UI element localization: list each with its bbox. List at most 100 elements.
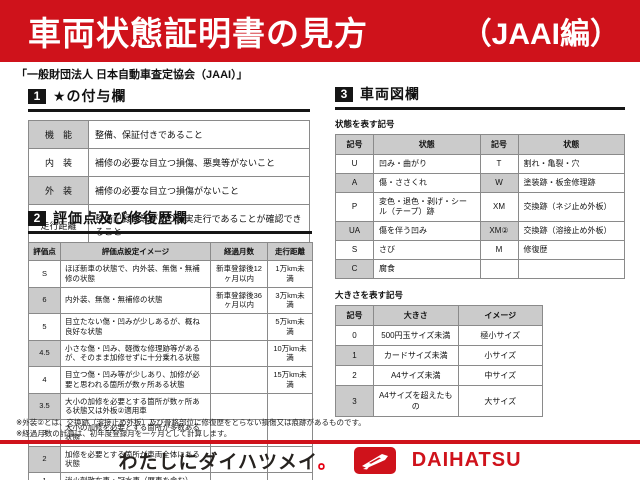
table-row: UA 傷を伴う凹み XM② 交換跡（溶接止め外板） [335, 221, 625, 241]
col-header: 記号 [335, 305, 374, 326]
score-cell: 4.5 [28, 339, 61, 367]
table-row: 0 500円玉サイズ未満 極小サイズ [335, 325, 543, 346]
table-row: 4 目立つ傷・凹み等が少しあり、加修が必要と思われる箇所が数ヶ所ある状態 15万… [28, 366, 313, 394]
col-header: 経過月数 [210, 242, 268, 261]
months-cell [210, 366, 268, 394]
table-row: A 傷・ささくれ W 塗装跡・板金修理跡 [335, 173, 625, 193]
row-desc: 整備、保証付きであること [88, 120, 310, 149]
size-symbols-label: 大きさを表す記号 [335, 290, 404, 300]
symbol-cell: T [479, 154, 519, 174]
state-cell: 修復歴 [517, 240, 625, 260]
section-star-grant: 1 ★の付与欄 機 能 整備、保証付きであること 内 装 補修の必要な目立つ損傷… [28, 86, 310, 246]
symbol-cell: XM [479, 192, 519, 222]
distance-cell [267, 445, 313, 473]
symbol-cell: XM② [479, 221, 519, 241]
table-header-row: 記号 状態 記号 状態 [335, 134, 625, 155]
size-cell: カードサイズ未満 [373, 345, 459, 366]
table-row: 1 カードサイズ未満 小サイズ [335, 345, 543, 366]
distance-cell [267, 472, 313, 480]
symbol-cell: 1 [335, 345, 374, 366]
table-header-row: 評価点 評価点設定イメージ 経過月数 走行距離 [28, 242, 313, 261]
daihatsu-brand-name: DAIHATSU [411, 449, 522, 471]
state-cell: 交換跡（溶接止め外板） [517, 221, 625, 241]
table-row: U 凹み・曲がり T 割れ・亀裂・穴 [335, 154, 625, 174]
table-row: 3.5 大小の加修を必要とする箇所が数ヶ所ある状態又は外板②適用車 [28, 392, 313, 420]
score-cell: 5 [28, 313, 61, 341]
table-row: C 腐食 [335, 259, 625, 279]
symbol-cell [479, 259, 519, 279]
symbol-cell: A [335, 173, 374, 193]
state-symbols-label: 状態を表す記号 [335, 119, 395, 129]
desc-cell: 目立つ傷・凹み等が少しあり、加修が必要と思われる箇所が数ヶ所ある状態 [60, 366, 211, 394]
section-evaluation-history: 2 評価点及び修復歴欄 評価点 評価点設定イメージ 経過月数 走行距離 S ほぼ… [28, 208, 313, 480]
table-row: 外 装 補修の必要な目立つ損傷がないこと [28, 176, 310, 205]
title-banner: 車両状態証明書の見方 （JAAI編） [0, 0, 640, 62]
section2-header: 2 評価点及び修復歴欄 [28, 208, 312, 234]
desc-cell: 内外装、無傷・無補修の状態 [60, 286, 211, 314]
state-cell: 変色・退色・剥げ・シール（テープ）跡 [373, 192, 481, 222]
symbol-cell: 2 [335, 365, 374, 386]
section3-title: 車両図欄 [360, 86, 420, 102]
star-grant-table: 機 能 整備、保証付きであること 内 装 補修の必要な目立つ損傷、悪臭等がないこ… [28, 120, 310, 246]
col-header: 状態 [373, 134, 481, 155]
symbol-cell: S [335, 240, 374, 260]
col-header: 評価点設定イメージ [60, 242, 211, 261]
image-cell: 極小サイズ [457, 325, 543, 346]
desc-cell: 目立たない傷・凹みが少しあるが、概ね良好な状態 [60, 313, 211, 341]
table-row: S ほぼ新車の状態で、内外装、無傷・無補修の状態 新車登録後12ヶ月以内 1万k… [28, 260, 313, 288]
state-cell: 凹み・曲がり [373, 154, 481, 174]
state-cell: 傷・ささくれ [373, 173, 481, 193]
score-cell: 3.5 [28, 392, 61, 420]
table-row: 4.5 小さな傷・凹み、軽微な修理跡等があるが、そのまま加修せずに十分乗れる状態… [28, 339, 313, 367]
col-header: 状態 [517, 134, 625, 155]
table-row: 2 A4サイズ未満 中サイズ [335, 365, 543, 386]
distance-cell: 3万km未満 [267, 286, 313, 314]
image-cell: 中サイズ [457, 365, 543, 386]
red-divider [0, 440, 640, 444]
section3-header: 3 車両図欄 [335, 84, 625, 110]
symbol-cell: M [479, 240, 519, 260]
daihatsu-slogan: わたしにダイハツメイ。 [118, 452, 338, 473]
section2-number-badge: 2 [28, 210, 46, 226]
organization-subtitle: 「一般財団法人 日本自動車査定協会（JAAI）」 [16, 69, 248, 81]
page-title: 車両状態証明書の見方 [28, 15, 368, 52]
table-row: 機 能 整備、保証付きであること [28, 120, 310, 149]
distance-cell: 10万km未満 [267, 339, 313, 367]
table-row: 3 A4サイズを超えたもの 大サイズ [335, 385, 543, 417]
symbol-cell: C [335, 259, 374, 279]
section-vehicle-diagram: 3 車両図欄 状態を表す記号 記号 状態 記号 状態 U 凹み・曲がり T 割れ… [335, 84, 625, 417]
section2-title: 評価点及び修復歴欄 [53, 210, 188, 226]
table-row: 2 加修を必要とする箇所が車両全体にある状態 [28, 445, 313, 473]
months-cell [210, 445, 268, 473]
table-row: 5 目立たない傷・凹みが少しあるが、概ね良好な状態 5万km未満 [28, 313, 313, 341]
col-header: 大きさ [373, 305, 459, 326]
table-row: 内 装 補修の必要な目立つ損傷、悪臭等がないこと [28, 148, 310, 177]
row-desc: 補修の必要な目立つ損傷、悪臭等がないこと [88, 148, 310, 177]
symbol-cell: W [479, 173, 519, 193]
months-cell: 新車登録後12ヶ月以内 [210, 260, 268, 288]
desc-cell: ほぼ新車の状態で、内外装、無傷・無補修の状態 [60, 260, 211, 288]
state-cell [517, 259, 625, 279]
desc-cell: 小さな傷・凹み、軽微な修理跡等があるが、そのまま加修せずに十分乗れる状態 [60, 339, 211, 367]
col-header: イメージ [457, 305, 543, 326]
row-desc: 補修の必要な目立つ損傷がないこと [88, 176, 310, 205]
row-label: 外 装 [28, 176, 89, 205]
state-symbols-table: 記号 状態 記号 状態 U 凹み・曲がり T 割れ・亀裂・穴 A 傷・ささくれ … [335, 134, 625, 279]
footnotes: ※外装②とは、交換跡（溶接止め外板）及び骨格部位に修復歴をとらない損傷又は痕跡が… [16, 418, 366, 440]
score-cell: S [28, 260, 61, 288]
state-cell: 傷を伴う凹み [373, 221, 481, 241]
footnote-line: ※外装②とは、交換跡（溶接止め外板）及び骨格部位に修復歴をとらない損傷又は痕跡が… [16, 418, 366, 427]
table-row: P 変色・退色・剥げ・シール（テープ）跡 XM 交換跡（ネジ止め外板） [335, 192, 625, 222]
state-cell: さび [373, 240, 481, 260]
daihatsu-logo-icon [353, 447, 396, 474]
months-cell [210, 392, 268, 420]
months-cell [210, 313, 268, 341]
col-header: 評価点 [28, 242, 61, 261]
section1-header: 1 ★の付与欄 [28, 86, 310, 112]
footnote-line: ※経過月数の計算は、初年度登録月を一ヶ月として計算します。 [16, 428, 232, 438]
page-title-edition: （JAAI編） [461, 18, 620, 51]
distance-cell: 15万km未満 [267, 366, 313, 394]
score-cell: 6 [28, 286, 61, 314]
symbol-cell: 3 [335, 385, 374, 417]
distance-cell: 1万km未満 [267, 260, 313, 288]
